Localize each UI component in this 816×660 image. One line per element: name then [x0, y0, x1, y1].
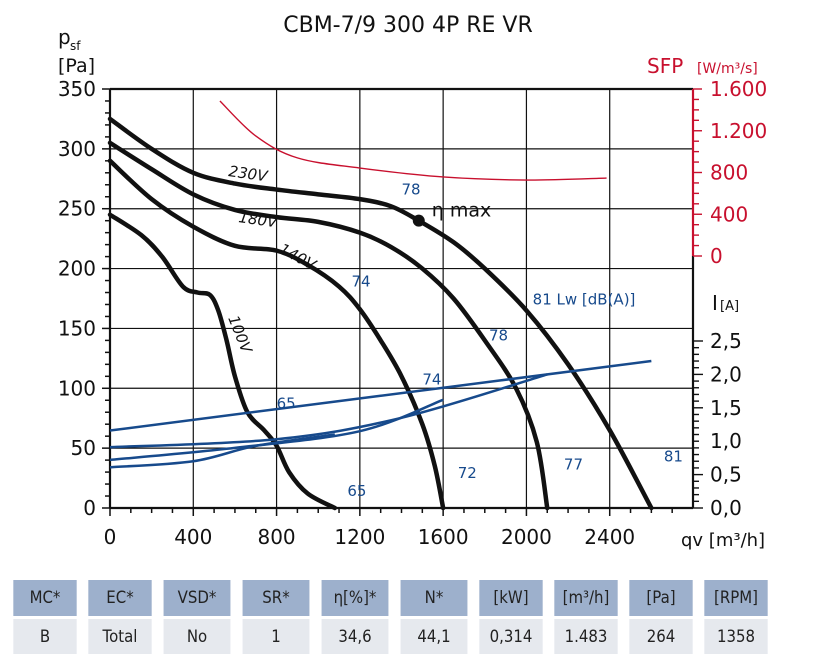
table-value-cell: Total	[88, 619, 152, 654]
current-tick-label: 2,0	[710, 362, 742, 386]
table-header-cell: [Pa]	[629, 580, 693, 616]
sound-level-label: 74	[352, 273, 371, 291]
current-tick-label: 1,0	[710, 429, 742, 453]
sfp-tick-label: 400	[710, 202, 748, 226]
table-header-row: MC* EC* VSD* SR* η[%]* N* [kW] [m³/h] [Pa] [RPM]	[9, 580, 772, 616]
y-tick-label: 300	[58, 137, 96, 161]
table-header-cell: EC*	[88, 580, 152, 616]
current-axis-unit: [A]	[720, 299, 739, 314]
y-axis-label-p: p	[58, 25, 71, 49]
fan-performance-chart: CBM-7/9 300 4P RE VR 0 50 100 150 200 250 300 3…	[58, 13, 767, 551]
fan-curves-group	[107, 116, 654, 511]
table-value-cell: B	[13, 619, 77, 654]
voltage-label-230v: 230V	[227, 162, 270, 185]
y-tick-label: 150	[58, 316, 96, 340]
sound-level-label: 78	[402, 180, 421, 198]
fan-curve-180v	[107, 140, 550, 511]
x-axis-label: qv [m³/h]	[681, 530, 765, 551]
operating-point-table: MC* EC* VSD* SR* η[%]* N* [kW] [m³/h] [Pa] [RPM] …	[6, 577, 775, 657]
y-tick-label: 0	[83, 496, 96, 520]
x-tick-label: 2000	[501, 525, 552, 549]
current-curve-i-140v	[109, 398, 444, 462]
sfp-curve-group	[219, 100, 607, 181]
sfp-curve	[219, 100, 607, 181]
table-header-cell: [RPM]	[704, 580, 768, 616]
voltage-label-180v: 180V	[237, 208, 280, 231]
y-axis-label-unit: [Pa]	[58, 55, 95, 77]
fan-curve-230v	[107, 116, 654, 511]
table-value-cell: 264	[629, 619, 693, 654]
sfp-axis-unit: [W/m³/s]	[697, 61, 758, 77]
current-curves-group	[109, 359, 652, 469]
current-tick-label: 0,0	[710, 496, 742, 520]
sfp-axis-label: SFP	[647, 54, 683, 78]
table-header-cell: SR*	[242, 580, 310, 616]
current-curve-i-180v	[109, 373, 548, 449]
y-tick-label: 250	[58, 197, 96, 221]
current-curve-i-100v	[109, 433, 336, 469]
y-tick-label: 200	[58, 257, 96, 281]
y-tick-label: 350	[58, 77, 96, 101]
table-header-cell: N*	[400, 580, 468, 616]
sound-level-label: 74	[422, 371, 441, 389]
x-tick-label: 800	[257, 525, 295, 549]
x-tick-label: 400	[174, 525, 212, 549]
sound-level-label: 65	[277, 395, 296, 413]
x-tick-label: 1600	[418, 525, 469, 549]
chart-title: CBM-7/9 300 4P RE VR	[283, 13, 533, 38]
sfp-tick-label: 1.200	[710, 119, 767, 143]
table-value-cell: 1	[242, 619, 310, 654]
x-tick-label: 1200	[334, 525, 385, 549]
table-value-row: B Total No 1 34,6 44,1 0,314 1.483 264 1358	[9, 619, 772, 654]
table-value-cell: 1358	[704, 619, 768, 654]
table-value-cell: 1.483	[554, 619, 618, 654]
sound-level-label: 81 Lw [dB(A)]	[533, 290, 636, 308]
current-axis-label: I	[712, 291, 718, 315]
current-curve-i-230v	[109, 359, 652, 432]
table-header-cell: [kW]	[479, 580, 543, 616]
fan-curve-140v	[107, 158, 446, 511]
y-tick-label: 100	[58, 376, 96, 400]
y-axis-label-sub: sf	[70, 39, 81, 53]
axes: 0 50 100 150 200 250 300 350 0 400 800 1200 1600 2000…	[58, 25, 767, 551]
sound-level-label: 77	[564, 456, 583, 474]
table-header-cell: [m³/h]	[554, 580, 618, 616]
table-header-cell: MC*	[13, 580, 77, 616]
sfp-tick-label: 1.600	[710, 77, 767, 101]
eta-max-label: η max	[432, 200, 491, 222]
sound-level-label: 78	[489, 326, 508, 344]
sound-level-label: 81	[664, 447, 683, 465]
table-header-cell: η[%]*	[321, 580, 389, 616]
x-tick-label: 2400	[584, 525, 635, 549]
sound-level-label: 72	[458, 464, 477, 482]
sfp-tick-label: 800	[710, 161, 748, 185]
current-tick-label: 2,5	[710, 329, 742, 353]
table-value-cell: No	[163, 619, 231, 654]
table-value-cell: 44,1	[400, 619, 468, 654]
sfp-tick-label: 0	[710, 244, 723, 268]
sound-level-label: 65	[347, 482, 366, 500]
table-value-cell: 34,6	[321, 619, 389, 654]
eta-max-point	[412, 214, 425, 227]
table-value-cell: 0,314	[479, 619, 543, 654]
current-tick-label: 1,5	[710, 396, 742, 420]
y-tick-label: 50	[71, 436, 96, 460]
x-tick-label: 0	[104, 525, 117, 549]
current-tick-label: 0,5	[710, 463, 742, 487]
table-header-cell: VSD*	[163, 580, 231, 616]
fan-curve-100v	[107, 212, 338, 511]
grid	[110, 89, 693, 508]
